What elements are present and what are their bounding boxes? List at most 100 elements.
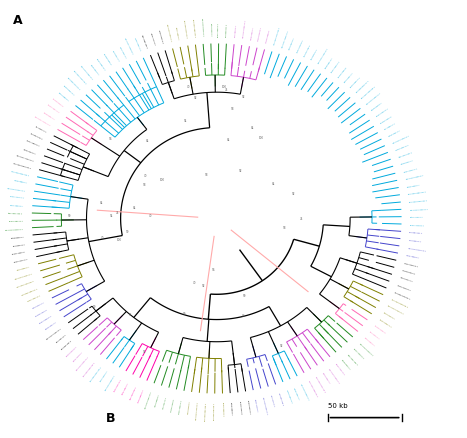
Text: Lus10033476972.1: Lus10033476972.1 [183, 20, 187, 39]
Text: Potri378658.1: Potri378658.1 [154, 393, 160, 406]
Text: Eucgr783344.1: Eucgr783344.1 [28, 294, 41, 301]
Text: Potri444064.1: Potri444064.1 [188, 400, 191, 413]
Text: 84: 84 [99, 200, 103, 204]
Text: Lus578029.1: Lus578029.1 [234, 25, 237, 37]
Text: 74: 74 [300, 216, 304, 220]
Text: Eucgr531254.1: Eucgr531254.1 [397, 284, 411, 290]
Text: Potri826621.1: Potri826621.1 [293, 386, 299, 399]
Text: Solyc139570.1: Solyc139570.1 [238, 400, 241, 415]
Text: 98: 98 [142, 183, 146, 187]
Text: Lus653649.1: Lus653649.1 [57, 333, 67, 342]
Text: Potri673221.1: Potri673221.1 [45, 321, 57, 330]
Text: Lus622277.1: Lus622277.1 [112, 51, 119, 62]
Text: 99: 99 [126, 230, 130, 234]
Text: Potri206262.1: Potri206262.1 [321, 372, 330, 384]
Text: Potri258144.1: Potri258144.1 [289, 37, 296, 50]
Text: Lus434370.1: Lus434370.1 [35, 126, 47, 133]
Text: Lus10033141716.1: Lus10033141716.1 [90, 365, 102, 381]
Text: 84: 84 [271, 182, 275, 186]
Text: 50 kb: 50 kb [328, 402, 347, 408]
Text: Eucgr698882.1: Eucgr698882.1 [138, 388, 144, 402]
Text: Sohy507073.1: Sohy507073.1 [30, 133, 43, 140]
Text: 100: 100 [160, 177, 164, 182]
Text: Eucgr793875.1: Eucgr793875.1 [378, 318, 391, 327]
Text: SapurV1A664432.1: SapurV1A664432.1 [196, 401, 199, 419]
Text: Potri583573.1: Potri583573.1 [325, 57, 333, 68]
Text: A: A [13, 14, 23, 27]
Text: Sohy13g857537.1: Sohy13g857537.1 [356, 80, 369, 93]
Text: Eucgr392363.1: Eucgr392363.1 [404, 262, 419, 267]
Text: Potri898725.1: Potri898725.1 [89, 64, 99, 75]
Text: SapurV1A687811.1: SapurV1A687811.1 [14, 273, 33, 280]
Text: Sohy584967.1: Sohy584967.1 [410, 232, 424, 234]
Text: Eucgr158031.1: Eucgr158031.1 [26, 140, 40, 147]
Text: 100: 100 [117, 237, 122, 241]
Text: Eucgr634845.1: Eucgr634845.1 [396, 144, 410, 151]
Text: Lus10002253134.1: Lus10002253134.1 [409, 200, 428, 202]
Text: Lus10002236526.1: Lus10002236526.1 [390, 298, 408, 307]
Text: SapurV1A866884.1: SapurV1A866884.1 [105, 374, 115, 390]
Text: 70: 70 [187, 85, 191, 88]
Text: Eucgr546817.1: Eucgr546817.1 [350, 76, 361, 88]
Text: SapurV1A350237.1: SapurV1A350237.1 [262, 396, 268, 414]
Text: Eucgr377938.1: Eucgr377938.1 [297, 39, 304, 53]
Text: Potri577779.1: Potri577779.1 [150, 33, 156, 46]
Text: Eucgr754114.1: Eucgr754114.1 [335, 363, 345, 375]
Text: Potri383818.1: Potri383818.1 [58, 92, 70, 102]
Text: Potri518683.1: Potri518683.1 [406, 254, 419, 258]
Text: SapurV1A616167.1: SapurV1A616167.1 [328, 367, 340, 383]
Text: Potri342742.1: Potri342742.1 [32, 301, 45, 309]
Text: Eucgr765525.1: Eucgr765525.1 [218, 22, 219, 36]
Text: Lus526822.1: Lus526822.1 [409, 240, 421, 242]
Text: 96: 96 [109, 137, 113, 141]
Text: B: B [106, 411, 115, 424]
Text: Eucgr850958.1: Eucgr850958.1 [158, 29, 163, 44]
Text: 94: 94 [110, 213, 113, 217]
Text: Potri664524.1: Potri664524.1 [389, 129, 401, 137]
Text: Lus171761.1: Lus171761.1 [270, 394, 275, 406]
Text: Potri172830.1: Potri172830.1 [122, 381, 129, 394]
Text: 92: 92 [280, 343, 283, 347]
Text: AtKCS842132.1: AtKCS842132.1 [8, 212, 23, 214]
Text: SapurV1A384961.1: SapurV1A384961.1 [5, 228, 24, 230]
Text: Sohy713293.1: Sohy713293.1 [304, 44, 311, 57]
Text: 100: 100 [259, 136, 264, 140]
Text: SapurV1A824167.1: SapurV1A824167.1 [359, 342, 373, 356]
Text: 92: 92 [202, 283, 206, 287]
Text: Potri839019.1: Potri839019.1 [11, 236, 24, 238]
Text: Solyc905312.1: Solyc905312.1 [381, 115, 394, 123]
Text: Eucgr780185.1: Eucgr780185.1 [353, 348, 364, 359]
Text: Eucgr153950.1: Eucgr153950.1 [332, 60, 341, 73]
Text: Sohy594625.1: Sohy594625.1 [278, 392, 283, 406]
Text: 98: 98 [283, 226, 287, 230]
Text: 94: 94 [143, 349, 147, 353]
Text: Potri912084.1: Potri912084.1 [371, 102, 383, 111]
Text: 86: 86 [242, 313, 246, 317]
Text: Potri383989.1: Potri383989.1 [17, 265, 30, 270]
Text: Eucgr561125.1: Eucgr561125.1 [14, 258, 28, 262]
Text: Lus10002658862.1: Lus10002658862.1 [308, 380, 318, 397]
Text: Eucgr370396.1: Eucgr370396.1 [376, 108, 389, 117]
Text: SapurV1A899245.1: SapurV1A899245.1 [242, 20, 246, 38]
Text: Lus10033182342.1: Lus10033182342.1 [408, 191, 427, 195]
Text: SapurV1A314171.1: SapurV1A314171.1 [7, 187, 26, 191]
Text: 98: 98 [205, 173, 208, 177]
Text: Lus10033216766.1: Lus10033216766.1 [315, 376, 325, 392]
Text: SapurV1A819261.1: SapurV1A819261.1 [300, 383, 310, 400]
Text: Lus10002267960.1: Lus10002267960.1 [13, 162, 31, 169]
Text: Sohy13g978798.1: Sohy13g978798.1 [214, 402, 215, 419]
Text: Eucgr761757.1: Eucgr761757.1 [10, 196, 25, 198]
Text: 98: 98 [231, 107, 234, 111]
Text: Potri880557.1: Potri880557.1 [43, 112, 55, 120]
Text: Solyc698659.1: Solyc698659.1 [266, 28, 271, 43]
Text: Lus831282.1: Lus831282.1 [311, 49, 318, 60]
Text: Eucgr349117.1: Eucgr349117.1 [134, 38, 141, 52]
Text: Solyc500070.1: Solyc500070.1 [35, 308, 49, 316]
Text: 90: 90 [68, 214, 71, 218]
Text: Potri426767.1: Potri426767.1 [100, 370, 109, 381]
Text: 92: 92 [242, 95, 245, 99]
Text: 100: 100 [222, 85, 227, 89]
Text: Lus10002996735.1: Lus10002996735.1 [83, 360, 95, 376]
Text: SapurV1A396773.1: SapurV1A396773.1 [144, 391, 152, 409]
Text: Sohy13g970280.1: Sohy13g970280.1 [394, 291, 410, 299]
